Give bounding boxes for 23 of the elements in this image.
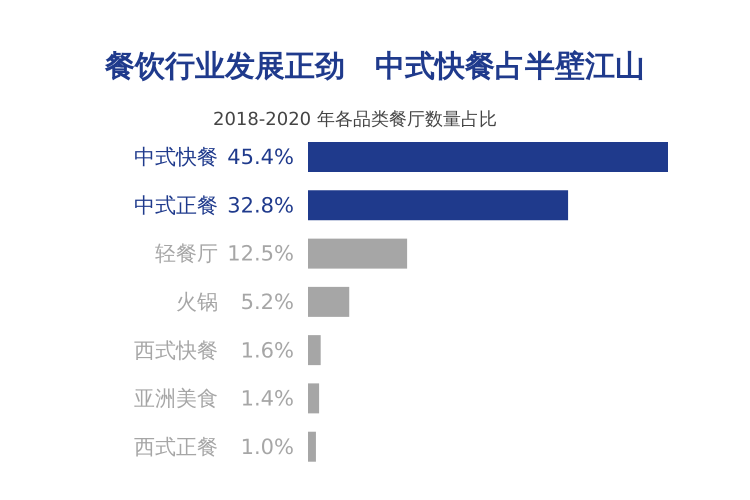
- bar: [308, 142, 668, 172]
- data-label: 12.5%: [227, 242, 294, 266]
- bar: [308, 383, 320, 414]
- chart-title: 餐饮行业发展正劲 中式快餐占半壁江山: [104, 48, 646, 86]
- bar: [308, 335, 321, 366]
- y-tick-label: 中式快餐: [134, 145, 218, 170]
- bar: [308, 238, 408, 269]
- data-label: 32.8%: [227, 193, 294, 218]
- y-tick-label: 西式快餐: [134, 338, 218, 362]
- y-tick-label: 火锅: [176, 290, 218, 314]
- y-tick-label: 西式正餐: [134, 434, 218, 459]
- chart-subtitle: 2018-2020 年各品类餐厅数量占比: [213, 108, 498, 131]
- y-tick-label: 亚洲美食: [134, 386, 218, 411]
- y-tick-label: 轻餐厅: [155, 242, 218, 266]
- data-label: 1.4%: [240, 386, 294, 411]
- data-label: 5.2%: [240, 290, 294, 314]
- data-label: 1.0%: [240, 434, 294, 459]
- bar: [308, 286, 350, 317]
- bar: [308, 432, 316, 462]
- bar: [308, 190, 568, 220]
- data-label: 45.4%: [227, 145, 294, 170]
- y-tick-label: 中式正餐: [134, 193, 218, 218]
- data-label: 1.6%: [240, 338, 294, 362]
